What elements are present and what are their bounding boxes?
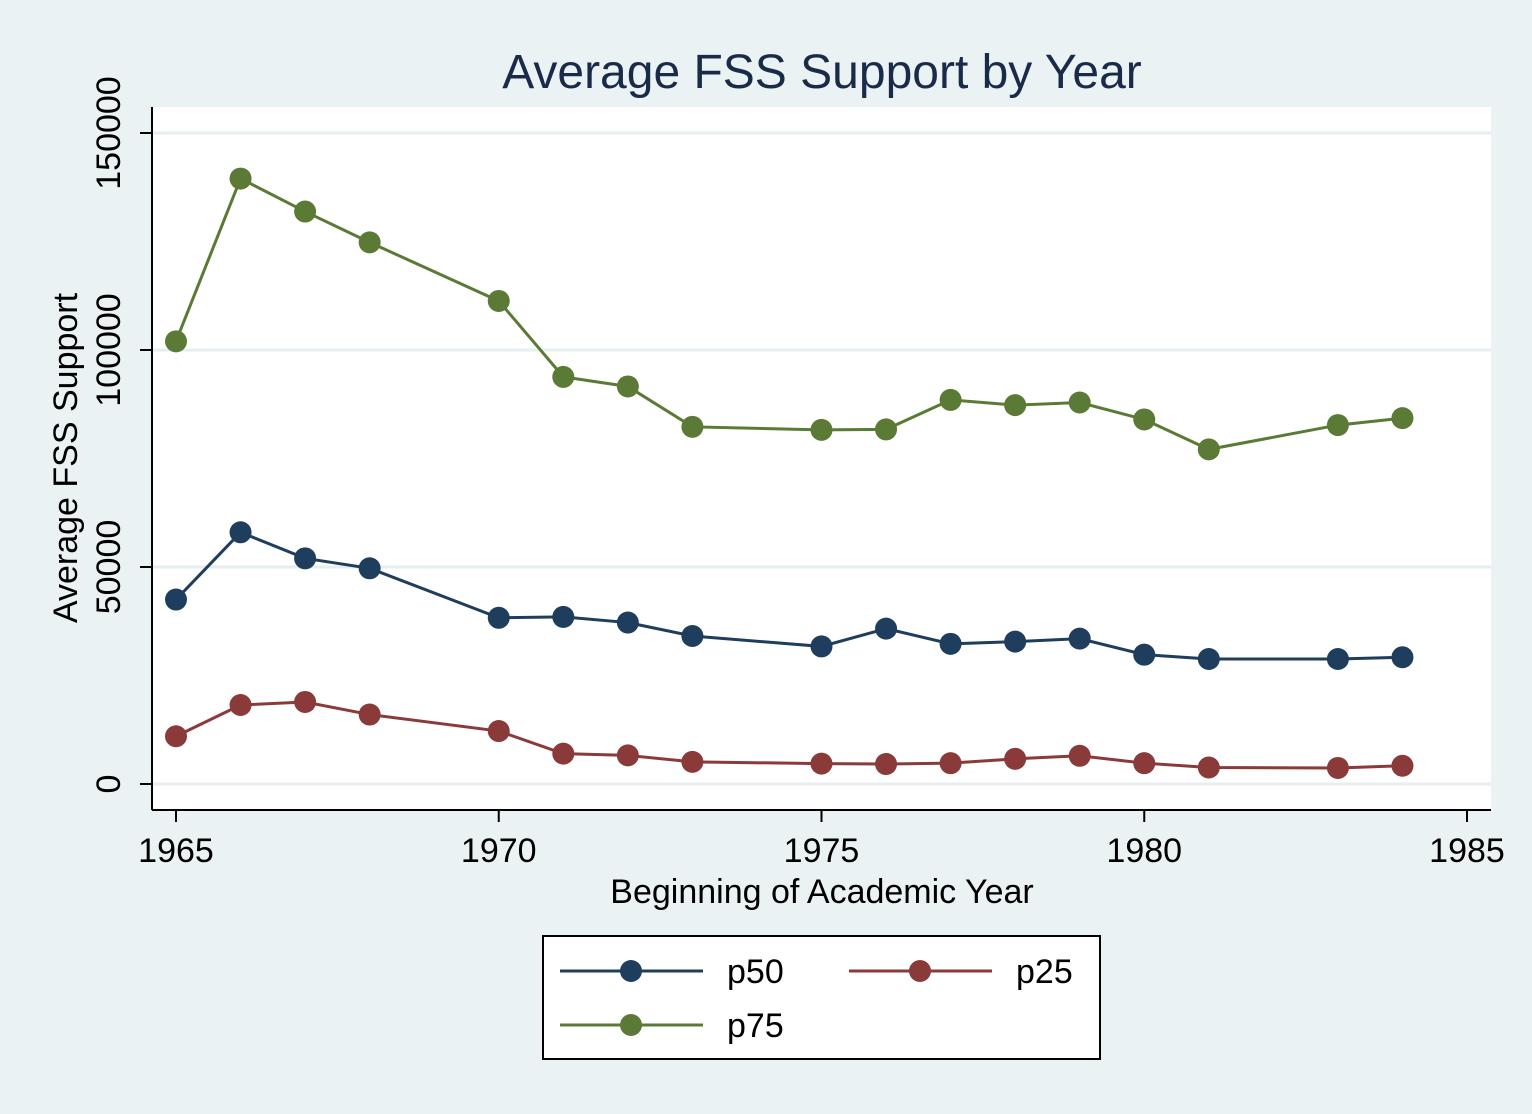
point-p50-1965 bbox=[165, 588, 187, 611]
point-p75-1981 bbox=[1197, 438, 1220, 461]
point-p25-1980 bbox=[1133, 752, 1156, 775]
point-p25-1966 bbox=[229, 694, 252, 717]
series-layer bbox=[165, 167, 1414, 779]
legend-box bbox=[542, 935, 1101, 1060]
x-axis-title: Beginning of Academic Year bbox=[610, 873, 1033, 911]
point-p50-1984 bbox=[1391, 646, 1414, 669]
point-p75-1965 bbox=[165, 330, 187, 353]
point-p25-1984 bbox=[1391, 754, 1414, 777]
point-p50-1971 bbox=[552, 605, 575, 628]
chart-title: Average FSS Support by Year bbox=[502, 46, 1142, 99]
y-axis-ticks: 0 50000 100000 150000 bbox=[90, 76, 152, 793]
point-p50-1975 bbox=[810, 635, 833, 658]
series-p50 bbox=[165, 521, 1414, 671]
point-p75-1971 bbox=[552, 365, 575, 388]
legend-item-p25: p25 bbox=[849, 953, 1073, 991]
point-p50-1973 bbox=[681, 625, 704, 648]
point-p75-1980 bbox=[1133, 408, 1156, 431]
legend-marker-p25 bbox=[909, 960, 931, 982]
point-p25-1976 bbox=[875, 753, 898, 776]
x-axis-ticks: 1965 1970 1975 1980 1985 bbox=[138, 810, 1505, 870]
point-p50-1979 bbox=[1068, 627, 1091, 650]
point-p75-1967 bbox=[294, 200, 317, 223]
point-p75-1979 bbox=[1068, 391, 1091, 414]
x-tick-label-1965: 1965 bbox=[138, 832, 214, 870]
point-p75-1984 bbox=[1391, 407, 1414, 430]
point-p50-1976 bbox=[875, 617, 898, 640]
point-p75-1968 bbox=[358, 231, 381, 254]
point-p25-1971 bbox=[552, 742, 575, 765]
y-tick-label-50000: 50000 bbox=[90, 520, 128, 615]
point-p25-1978 bbox=[1004, 747, 1027, 770]
point-p75-1975 bbox=[810, 418, 833, 441]
point-p25-1979 bbox=[1068, 744, 1091, 767]
point-p25-1983 bbox=[1326, 756, 1349, 779]
x-tick-label-1985: 1985 bbox=[1429, 832, 1505, 870]
point-p50-1972 bbox=[616, 611, 639, 634]
point-p25-1967 bbox=[294, 690, 317, 713]
point-p75-1966 bbox=[229, 167, 252, 190]
plot-area bbox=[152, 107, 1491, 810]
x-tick-label-1980: 1980 bbox=[1106, 832, 1182, 870]
y-tick-label-100000: 100000 bbox=[90, 293, 128, 406]
legend-marker-p75 bbox=[620, 1014, 642, 1036]
point-p50-1977 bbox=[939, 632, 962, 655]
point-p25-1975 bbox=[810, 752, 833, 775]
point-p50-1966 bbox=[229, 521, 252, 544]
point-p50-1970 bbox=[487, 606, 510, 629]
legend-label-p25: p25 bbox=[1016, 953, 1073, 991]
point-p75-1983 bbox=[1326, 414, 1349, 437]
legend: p50 p25 p75 bbox=[542, 935, 1101, 1060]
y-tick-label-0: 0 bbox=[90, 775, 128, 794]
x-tick-label-1970: 1970 bbox=[461, 832, 537, 870]
point-p75-1978 bbox=[1004, 394, 1027, 417]
point-p25-1972 bbox=[616, 744, 639, 767]
point-p50-1967 bbox=[294, 547, 317, 570]
y-tick-label-150000: 150000 bbox=[90, 76, 128, 189]
y-axis-title: Average FSS Support bbox=[47, 292, 85, 623]
point-p25-1981 bbox=[1197, 756, 1220, 779]
point-p25-1965 bbox=[165, 725, 187, 748]
legend-item-p50: p50 bbox=[560, 953, 784, 991]
point-p75-1973 bbox=[681, 415, 704, 438]
series-p75 bbox=[165, 167, 1414, 461]
legend-label-p50: p50 bbox=[727, 953, 784, 991]
legend-item-p75: p75 bbox=[560, 1007, 784, 1045]
x-tick-label-1975: 1975 bbox=[784, 832, 860, 870]
point-p50-1968 bbox=[358, 557, 381, 580]
point-p25-1968 bbox=[358, 703, 381, 726]
point-p75-1976 bbox=[875, 418, 898, 441]
point-p50-1980 bbox=[1133, 643, 1156, 666]
point-p50-1981 bbox=[1197, 648, 1220, 671]
point-p25-1977 bbox=[939, 752, 962, 775]
point-p75-1970 bbox=[487, 289, 510, 312]
point-p75-1972 bbox=[616, 375, 639, 398]
point-p25-1973 bbox=[681, 750, 704, 773]
legend-marker-p50 bbox=[620, 960, 642, 982]
series-p25 bbox=[165, 690, 1414, 779]
point-p75-1977 bbox=[939, 388, 962, 411]
point-p25-1970 bbox=[487, 720, 510, 743]
legend-label-p75: p75 bbox=[727, 1007, 784, 1045]
point-p50-1978 bbox=[1004, 630, 1027, 653]
point-p50-1983 bbox=[1326, 648, 1349, 671]
